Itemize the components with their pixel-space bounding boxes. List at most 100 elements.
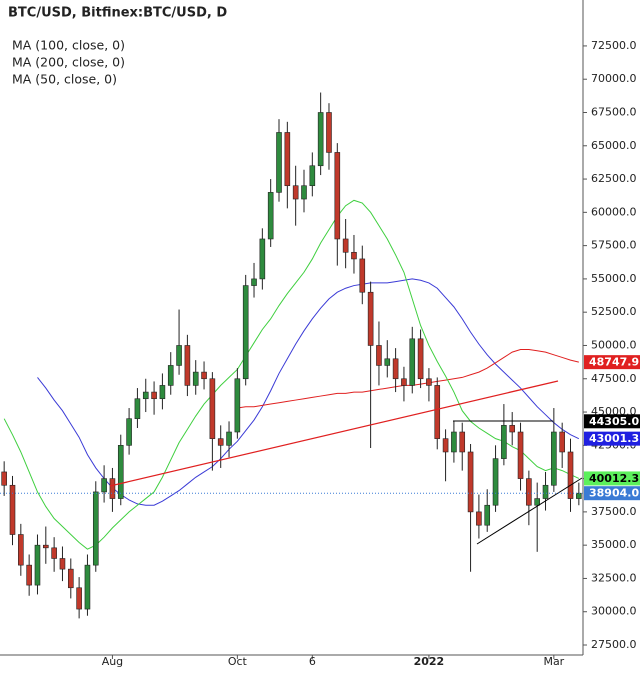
candle-body: [167, 365, 174, 386]
candle-body: [117, 445, 124, 499]
candle-body: [326, 112, 332, 153]
candle-body: [18, 534, 24, 566]
chart-title: BTC/USD, Bitfinex:BTC/USD, D: [8, 6, 227, 21]
y-tick-label: 32500.0: [591, 571, 637, 584]
price-label: 48747.9: [589, 356, 639, 369]
candle-body: [451, 431, 457, 453]
trendline: [476, 477, 583, 545]
plot-area: [1, 92, 582, 619]
legend-entry: MA (50, close, 0): [12, 72, 117, 87]
candle-body: [442, 438, 449, 453]
candle-body: [126, 418, 132, 446]
candle-body: [567, 451, 574, 499]
candle-body: [359, 258, 366, 293]
x-tick-label: 2022: [414, 655, 445, 668]
y-tick-label: 67500.0: [591, 105, 637, 118]
candle-body: [484, 504, 491, 526]
candle-body: [192, 371, 199, 386]
candle-body: [426, 378, 432, 386]
price-label: 40012.3: [589, 472, 639, 485]
y-tick-label: 27500.0: [591, 638, 637, 651]
candle-body: [76, 587, 82, 610]
x-tick-label: 6: [309, 655, 316, 668]
price-label: 43001.3: [589, 432, 639, 445]
candle-body: [467, 451, 474, 513]
candle-body: [459, 431, 466, 453]
candle-body: [342, 238, 349, 253]
candle-body: [26, 564, 32, 586]
legend-entry: MA (100, close, 0): [12, 38, 125, 53]
candle-body: [292, 185, 299, 200]
y-tick-label: 55000.0: [591, 272, 637, 285]
y-tick-label: 60000.0: [591, 205, 637, 218]
y-tick-label: 50000.0: [591, 338, 637, 351]
candle-body: [434, 385, 441, 439]
price-label-box: [584, 431, 640, 446]
candle-body: [67, 568, 74, 589]
y-tick-label: 70000.0: [591, 72, 637, 85]
candle-body: [351, 251, 357, 260]
candle-body: [284, 132, 291, 187]
candle-body: [251, 278, 257, 286]
y-tick-label: 30000.0: [591, 605, 637, 618]
candle-body: [209, 378, 216, 439]
candle-body: [59, 558, 66, 570]
y-tick-label: 47500.0: [591, 372, 637, 385]
candle-body: [376, 345, 382, 366]
candle-body: [301, 185, 307, 200]
candle-body: [509, 425, 516, 433]
candle-body: [334, 152, 341, 240]
candle-body: [276, 132, 282, 193]
price-label-box: [584, 355, 640, 370]
candle-body: [201, 371, 207, 380]
x-tick-label: Mar: [543, 655, 564, 668]
price-label-box: [584, 414, 640, 429]
x-tick-label: Aug: [102, 655, 123, 668]
candle-body: [392, 358, 399, 380]
candle-body: [534, 498, 540, 506]
candle-body: [267, 192, 274, 240]
candle-body: [159, 385, 166, 400]
candle-body: [84, 564, 91, 610]
price-label: 44305.0: [589, 415, 639, 428]
candle-body: [101, 478, 107, 493]
candle-body: [526, 478, 532, 506]
ma-line: [37, 278, 580, 506]
candle-body: [551, 431, 557, 486]
candle-body: [401, 378, 407, 386]
candle-body: [367, 291, 374, 346]
candle-body: [242, 285, 249, 380]
price-label: 38904.0: [589, 487, 639, 500]
candle-body: [492, 458, 499, 506]
y-tick-label: 52500.0: [591, 305, 637, 318]
y-tick-label: 37500.0: [591, 505, 637, 518]
candle-body: [259, 238, 266, 280]
candle-body: [309, 165, 316, 187]
candle-body: [9, 484, 16, 535]
candle-body: [542, 484, 549, 499]
ma-line: [3, 199, 580, 550]
candle-body: [217, 438, 224, 446]
y-tick-label: 35000.0: [591, 538, 637, 551]
candle-body: [559, 431, 565, 453]
candle-body: [476, 511, 482, 526]
candle-body: [1, 471, 7, 486]
y-tick-label: 57500.0: [591, 239, 637, 252]
trendline: [109, 380, 559, 487]
candle-body: [501, 425, 507, 459]
candle-body: [43, 544, 49, 549]
candle-body: [517, 431, 524, 479]
y-tick-label: 62500.0: [591, 172, 637, 185]
candle-body: [34, 544, 41, 586]
candle-body: [226, 431, 232, 446]
price-label-box: [584, 486, 640, 501]
candle-body: [317, 112, 324, 167]
ma-line: [237, 348, 579, 409]
candle-body: [417, 338, 424, 380]
candle-body: [176, 345, 182, 366]
candle-body: [134, 398, 141, 419]
candle-body: [151, 391, 157, 400]
y-tick-label: 65000.0: [591, 139, 637, 152]
price-label-box: [584, 471, 640, 486]
